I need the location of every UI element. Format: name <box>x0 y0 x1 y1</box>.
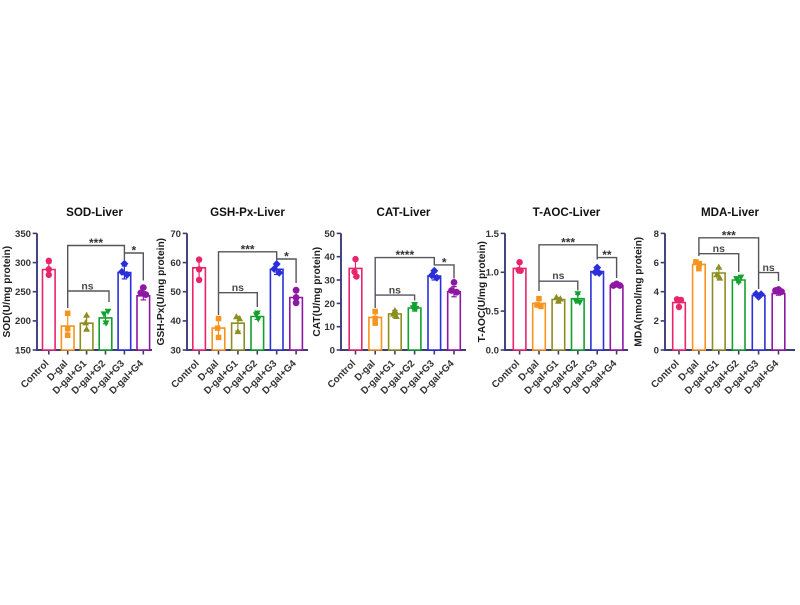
svg-text:***: *** <box>241 242 255 256</box>
svg-text:***: *** <box>561 235 575 249</box>
svg-text:CAT(U/mg protein): CAT(U/mg protein) <box>312 247 323 337</box>
svg-text:***: *** <box>722 228 736 242</box>
svg-text:1.5: 1.5 <box>486 229 500 240</box>
svg-text:40: 40 <box>324 252 335 263</box>
svg-text:4: 4 <box>654 287 660 298</box>
svg-text:2: 2 <box>654 316 659 327</box>
svg-text:0.5: 0.5 <box>486 307 500 318</box>
svg-text:60: 60 <box>170 258 181 269</box>
svg-text:20: 20 <box>324 299 335 310</box>
svg-text:*: * <box>442 255 447 269</box>
svg-text:ns: ns <box>232 282 244 294</box>
svg-text:30: 30 <box>170 345 181 356</box>
svg-text:CAT-Liver: CAT-Liver <box>377 206 431 219</box>
svg-text:150: 150 <box>15 345 31 356</box>
svg-text:MDA(nmol/mg protein): MDA(nmol/mg protein) <box>634 237 645 347</box>
svg-text:T-AOC-Liver: T-AOC-Liver <box>533 206 601 219</box>
svg-text:0: 0 <box>654 345 659 356</box>
svg-text:50: 50 <box>170 287 181 298</box>
svg-text:GSH-Px(U/mg protein): GSH-Px(U/mg protein) <box>156 238 167 346</box>
svg-text:ns: ns <box>81 281 93 293</box>
svg-text:***: *** <box>89 236 103 250</box>
svg-text:T-AOC(U/mg protein): T-AOC(U/mg protein) <box>477 241 488 342</box>
svg-text:*: * <box>131 244 136 258</box>
svg-text:30: 30 <box>324 275 335 286</box>
svg-text:50: 50 <box>324 229 335 240</box>
svg-text:ns: ns <box>389 285 401 297</box>
svg-text:10: 10 <box>324 322 335 333</box>
svg-text:SOD(U/mg protein): SOD(U/mg protein) <box>2 246 13 338</box>
svg-text:8: 8 <box>654 229 660 240</box>
svg-text:350: 350 <box>15 229 31 240</box>
svg-text:250: 250 <box>15 287 31 298</box>
svg-text:SOD-Liver: SOD-Liver <box>66 206 123 219</box>
svg-text:40: 40 <box>170 316 181 327</box>
svg-text:GSH-Px-Liver: GSH-Px-Liver <box>210 206 285 219</box>
svg-text:ns: ns <box>762 262 774 274</box>
svg-text:0.0: 0.0 <box>486 345 499 356</box>
svg-text:300: 300 <box>15 258 31 269</box>
svg-text:200: 200 <box>15 316 31 327</box>
svg-text:ns: ns <box>713 243 725 255</box>
svg-text:*: * <box>284 250 289 264</box>
svg-text:**: ** <box>602 248 612 262</box>
svg-text:70: 70 <box>170 229 181 240</box>
svg-text:6: 6 <box>654 258 659 269</box>
svg-text:1.0: 1.0 <box>486 268 499 279</box>
svg-text:ns: ns <box>552 270 564 282</box>
svg-text:0: 0 <box>330 345 335 356</box>
svg-text:MDA-Liver: MDA-Liver <box>701 206 759 219</box>
svg-text:****: **** <box>395 248 414 262</box>
